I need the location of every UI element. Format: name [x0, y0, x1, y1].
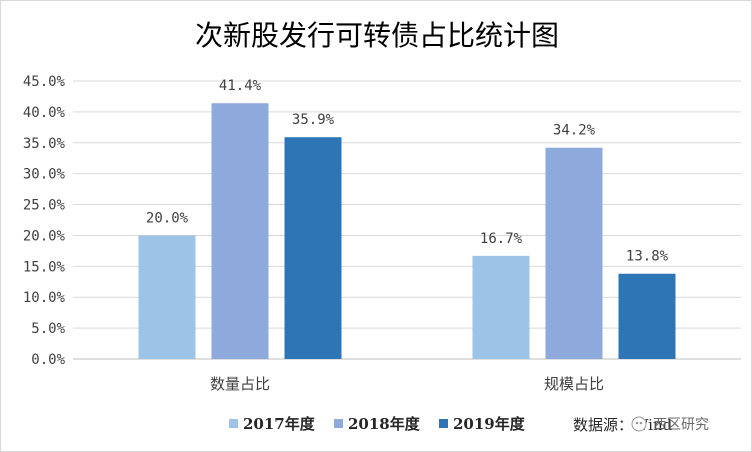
data-label: 35.9%	[292, 112, 335, 128]
data-label: 34.2%	[553, 123, 596, 139]
bars	[138, 103, 676, 360]
data-label: 20.0%	[146, 210, 189, 226]
legend-swatch	[439, 419, 448, 428]
bar	[618, 273, 676, 359]
y-tick-label: 5.0%	[31, 321, 65, 337]
category-label: 数量占比	[210, 375, 270, 393]
wechat-icon-dot	[639, 421, 643, 425]
chart-title: 次新股发行可转债占比统计图	[195, 19, 559, 52]
data-labels: 20.0% 41.4% 35.9% 16.7% 34.2% 13.8%	[146, 78, 669, 265]
bar	[472, 255, 530, 359]
legend-label: 2017年度	[243, 415, 316, 433]
watermark-text: 西区研究	[653, 417, 709, 433]
data-label: 13.8%	[626, 249, 669, 265]
y-axis-ticks: 0.0% 5.0% 10.0% 15.0% 20.0% 25.0% 30.0% 35.0% 40…	[23, 74, 66, 368]
y-tick-label: 25.0%	[23, 198, 66, 214]
legend-swatch	[334, 419, 343, 428]
x-axis-categories: 数量占比 规模占比	[210, 375, 604, 393]
data-label: 16.7%	[480, 231, 523, 247]
y-tick-label: 15.0%	[23, 259, 66, 275]
wechat-icon-dot	[635, 421, 639, 425]
y-tick-label: 0.0%	[31, 352, 65, 368]
y-tick-label: 40.0%	[23, 105, 66, 121]
category-label: 规模占比	[544, 375, 604, 393]
legend-label: 2019年度	[453, 415, 526, 433]
y-tick-label: 35.0%	[23, 136, 66, 152]
legend-swatch	[229, 419, 238, 428]
legend-label: 2018年度	[348, 415, 421, 433]
bar	[545, 147, 603, 359]
bar	[211, 103, 269, 360]
wechat-icon	[631, 416, 647, 432]
y-tick-label: 45.0%	[23, 74, 66, 90]
y-tick-label: 30.0%	[23, 167, 66, 183]
y-tick-label: 10.0%	[23, 290, 66, 306]
source-note: 数据源：Wind	[573, 416, 673, 434]
bar	[138, 235, 196, 359]
y-tick-label: 20.0%	[23, 228, 66, 244]
watermark: 西区研究	[631, 416, 709, 433]
data-label: 41.4%	[219, 78, 262, 94]
bar	[284, 137, 342, 359]
legend: 2017年度 2018年度 2019年度	[229, 415, 526, 433]
